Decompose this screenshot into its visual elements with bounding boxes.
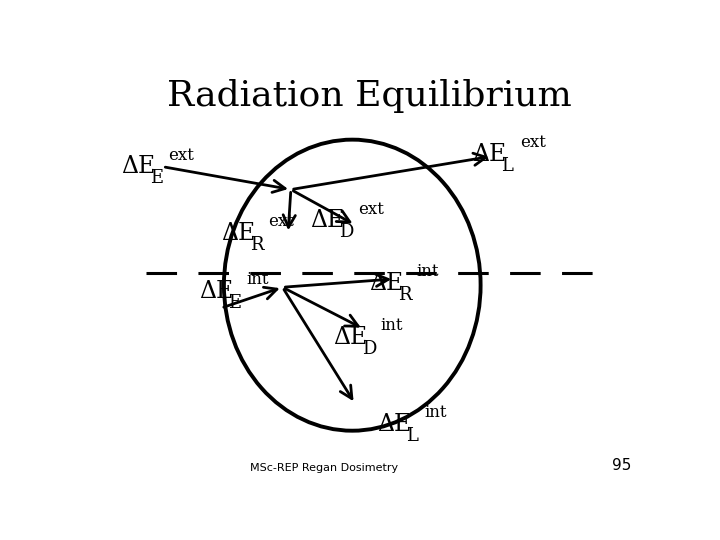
Text: ΔE: ΔE	[221, 222, 256, 245]
Text: ΔE: ΔE	[199, 280, 233, 303]
Text: ΔE: ΔE	[333, 326, 367, 349]
Text: Radiation Equilibrium: Radiation Equilibrium	[166, 79, 572, 113]
Text: int: int	[380, 317, 402, 334]
Text: 95: 95	[612, 458, 631, 473]
Text: ΔE: ΔE	[310, 209, 345, 232]
Text: ΔE: ΔE	[377, 413, 412, 436]
Text: ext: ext	[168, 146, 194, 164]
Text: ΔE: ΔE	[472, 143, 506, 166]
Text: D: D	[339, 224, 354, 241]
Text: ΔE: ΔE	[121, 155, 155, 178]
Text: ΔE: ΔE	[369, 272, 403, 295]
Text: L: L	[501, 157, 513, 175]
Text: D: D	[361, 340, 376, 358]
Text: ext: ext	[358, 200, 384, 218]
Text: R: R	[250, 236, 264, 254]
Text: L: L	[406, 427, 418, 445]
Text: ext: ext	[269, 213, 294, 230]
Text: int: int	[425, 404, 447, 421]
Text: int: int	[246, 271, 269, 288]
Text: MSc-REP Regan Dosimetry: MSc-REP Regan Dosimetry	[251, 463, 398, 473]
Text: E: E	[150, 170, 163, 187]
Text: int: int	[416, 263, 439, 280]
Text: E: E	[228, 294, 241, 312]
Text: R: R	[398, 286, 412, 303]
Text: ext: ext	[520, 134, 546, 151]
